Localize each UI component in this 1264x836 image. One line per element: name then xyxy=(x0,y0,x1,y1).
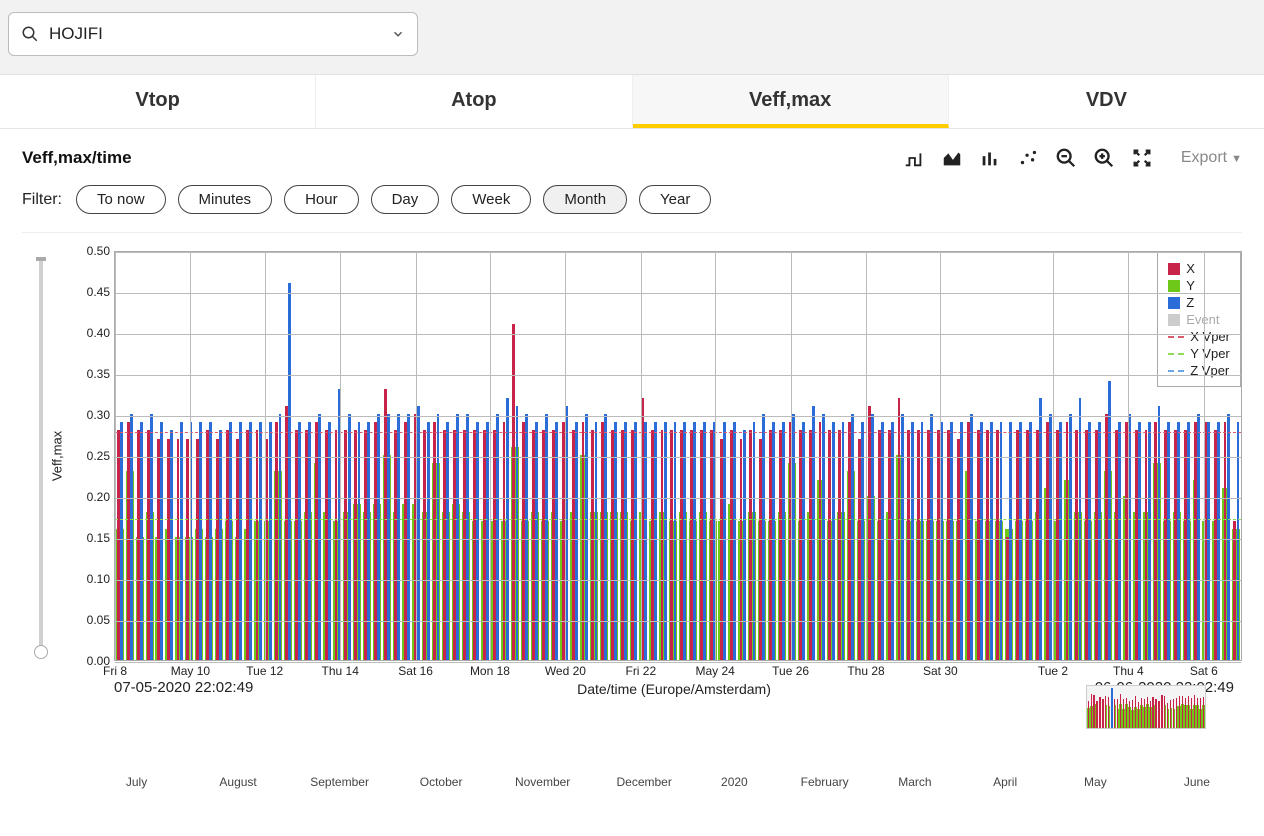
sensor-selector-value: HOJIFI xyxy=(49,24,391,44)
y-tick: 0.50 xyxy=(87,244,110,258)
export-menu[interactable]: Export ▼ xyxy=(1181,149,1242,167)
filter-pill-group: To now Minutes Hour Day Week Month Year xyxy=(76,185,711,214)
tab-bar: VtopAtopVeff,maxVDV xyxy=(0,75,1264,129)
overview-minimap[interactable] xyxy=(1086,685,1206,729)
overview-tick: August xyxy=(219,775,256,789)
overview-tick: November xyxy=(515,775,570,789)
triangle-down-icon: ▼ xyxy=(1231,153,1242,165)
legend-item[interactable]: Y xyxy=(1168,278,1230,293)
filter-hour[interactable]: Hour xyxy=(284,185,359,214)
x-tick: Wed 20 xyxy=(545,664,586,678)
overview-tick: October xyxy=(420,775,463,789)
legend-item[interactable]: X xyxy=(1168,261,1230,276)
x-tick: Tue 2 xyxy=(1038,664,1068,678)
tab-vdv[interactable]: VDV xyxy=(949,75,1264,128)
chart-plot[interactable]: XYZEventX VperY VperZ Vper Fri 8May 10Tu… xyxy=(114,251,1242,661)
zoom-reset-icon[interactable] xyxy=(1129,145,1155,171)
legend-item[interactable]: X Vper xyxy=(1168,329,1230,344)
overview-tick: December xyxy=(616,775,671,789)
filter-year[interactable]: Year xyxy=(639,185,711,214)
x-tick: Mon 18 xyxy=(470,664,510,678)
x-tick: Sat 30 xyxy=(923,664,958,678)
vertical-range-slider[interactable] xyxy=(34,251,48,661)
legend-item[interactable]: Y Vper xyxy=(1168,346,1230,361)
chart-panel: Veff,max/time xyxy=(0,129,1264,789)
x-tick: Tue 26 xyxy=(772,664,809,678)
overview-tick: February xyxy=(801,775,849,789)
y-tick: 0.20 xyxy=(87,490,110,504)
overview-tick: May xyxy=(1084,775,1107,789)
filter-week[interactable]: Week xyxy=(451,185,531,214)
legend-item[interactable]: Z xyxy=(1168,295,1230,310)
chart-type-area-icon[interactable] xyxy=(939,145,965,171)
tab-vtop[interactable]: Vtop xyxy=(0,75,316,128)
x-tick: Tue 12 xyxy=(246,664,283,678)
x-tick: Thu 14 xyxy=(322,664,359,678)
zoom-out-icon[interactable] xyxy=(1053,145,1079,171)
y-tick: 0.30 xyxy=(87,408,110,422)
y-tick: 0.15 xyxy=(87,531,110,545)
zoom-in-icon[interactable] xyxy=(1091,145,1117,171)
overview-tick: July xyxy=(126,775,147,789)
filter-to-now[interactable]: To now xyxy=(76,185,166,214)
y-axis-title: Veff,max xyxy=(50,431,65,481)
x-tick: Sat 6 xyxy=(1190,664,1218,678)
x-tick: Thu 28 xyxy=(847,664,884,678)
chart-type-scatter-icon[interactable] xyxy=(1015,145,1041,171)
overview-tick: March xyxy=(898,775,931,789)
x-tick: Sat 16 xyxy=(398,664,433,678)
y-tick: 0.40 xyxy=(87,326,110,340)
refline-x_vper xyxy=(115,432,1241,433)
overview-tick: April xyxy=(993,775,1017,789)
filter-day[interactable]: Day xyxy=(371,185,440,214)
filter-minutes[interactable]: Minutes xyxy=(178,185,273,214)
x-tick: May 24 xyxy=(695,664,734,678)
y-tick: 0.35 xyxy=(87,367,110,381)
y-tick: 0.25 xyxy=(87,449,110,463)
range-start: 07-05-2020 22:02:49 xyxy=(114,679,253,697)
chart-area: Veff,max 0.000.050.100.150.200.250.300.3… xyxy=(22,251,1242,789)
export-label: Export xyxy=(1181,149,1227,166)
x-tick: Fri 8 xyxy=(103,664,127,678)
tab-atop[interactable]: Atop xyxy=(316,75,632,128)
top-bar: HOJIFI xyxy=(0,0,1264,75)
tab-veffmax[interactable]: Veff,max xyxy=(633,75,949,128)
search-icon xyxy=(21,25,39,43)
chart-legend[interactable]: XYZEventX VperY VperZ Vper xyxy=(1157,252,1241,387)
filter-label: Filter: xyxy=(22,191,62,209)
x-tick: May 10 xyxy=(171,664,210,678)
sensor-selector[interactable]: HOJIFI xyxy=(8,12,418,56)
x-axis-title: Date/time (Europe/Amsterdam) xyxy=(253,681,1094,697)
filter-month[interactable]: Month xyxy=(543,185,627,214)
overview-tick: 2020 xyxy=(721,775,748,789)
chart-toolbar: Export ▼ xyxy=(901,145,1242,171)
chart-type-bar-icon[interactable] xyxy=(977,145,1003,171)
chevron-down-icon xyxy=(391,27,405,41)
legend-item[interactable]: Event xyxy=(1168,312,1230,327)
chart-type-step-icon[interactable] xyxy=(901,145,927,171)
refline-y_vper xyxy=(115,519,1241,520)
y-tick: 0.05 xyxy=(87,613,110,627)
overview-tick: June xyxy=(1184,775,1210,789)
y-axis: Veff,max 0.000.050.100.150.200.250.300.3… xyxy=(56,251,114,661)
x-tick: Fri 22 xyxy=(625,664,656,678)
overview-tick: September xyxy=(310,775,369,789)
overview-timeline[interactable]: July August September October November Decemb… xyxy=(114,719,1242,789)
y-tick: 0.10 xyxy=(87,572,110,586)
y-tick: 0.45 xyxy=(87,285,110,299)
panel-title: Veff,max/time xyxy=(22,148,132,168)
filter-row: Filter: To now Minutes Hour Day Week Month Yea… xyxy=(22,185,1242,233)
x-tick: Thu 4 xyxy=(1113,664,1144,678)
